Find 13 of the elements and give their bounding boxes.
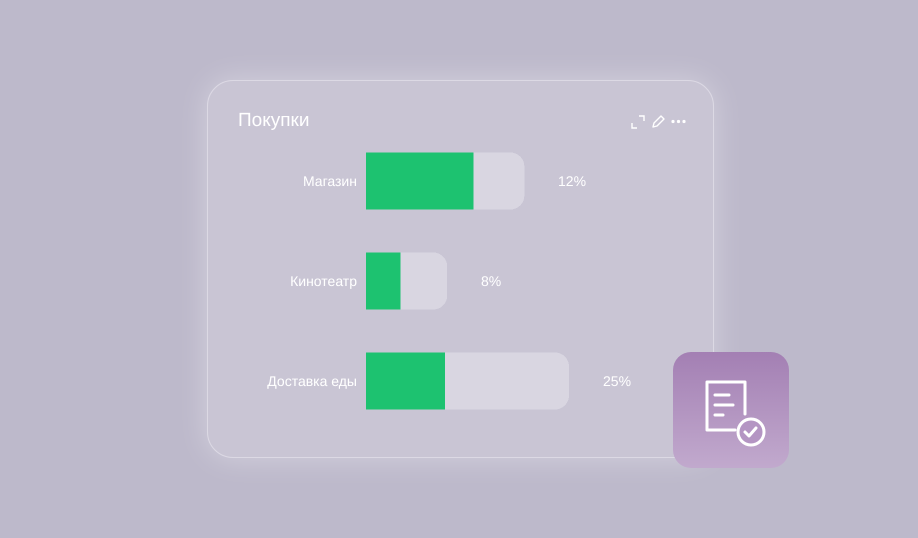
y-tick-label: Магазин [302,172,357,189]
annotation: 8% [481,273,502,289]
bar [366,352,446,410]
bar [474,152,524,210]
bar [400,252,448,310]
chart-title: Покупки [238,110,310,132]
y-tick-label: Доставка еды [267,372,357,389]
text: 25% [603,373,632,389]
annotation: 12% [558,173,586,189]
y-tick-label: Кинотеатр [290,272,358,289]
bar [366,152,474,210]
bar [366,252,401,310]
bar [445,352,569,410]
